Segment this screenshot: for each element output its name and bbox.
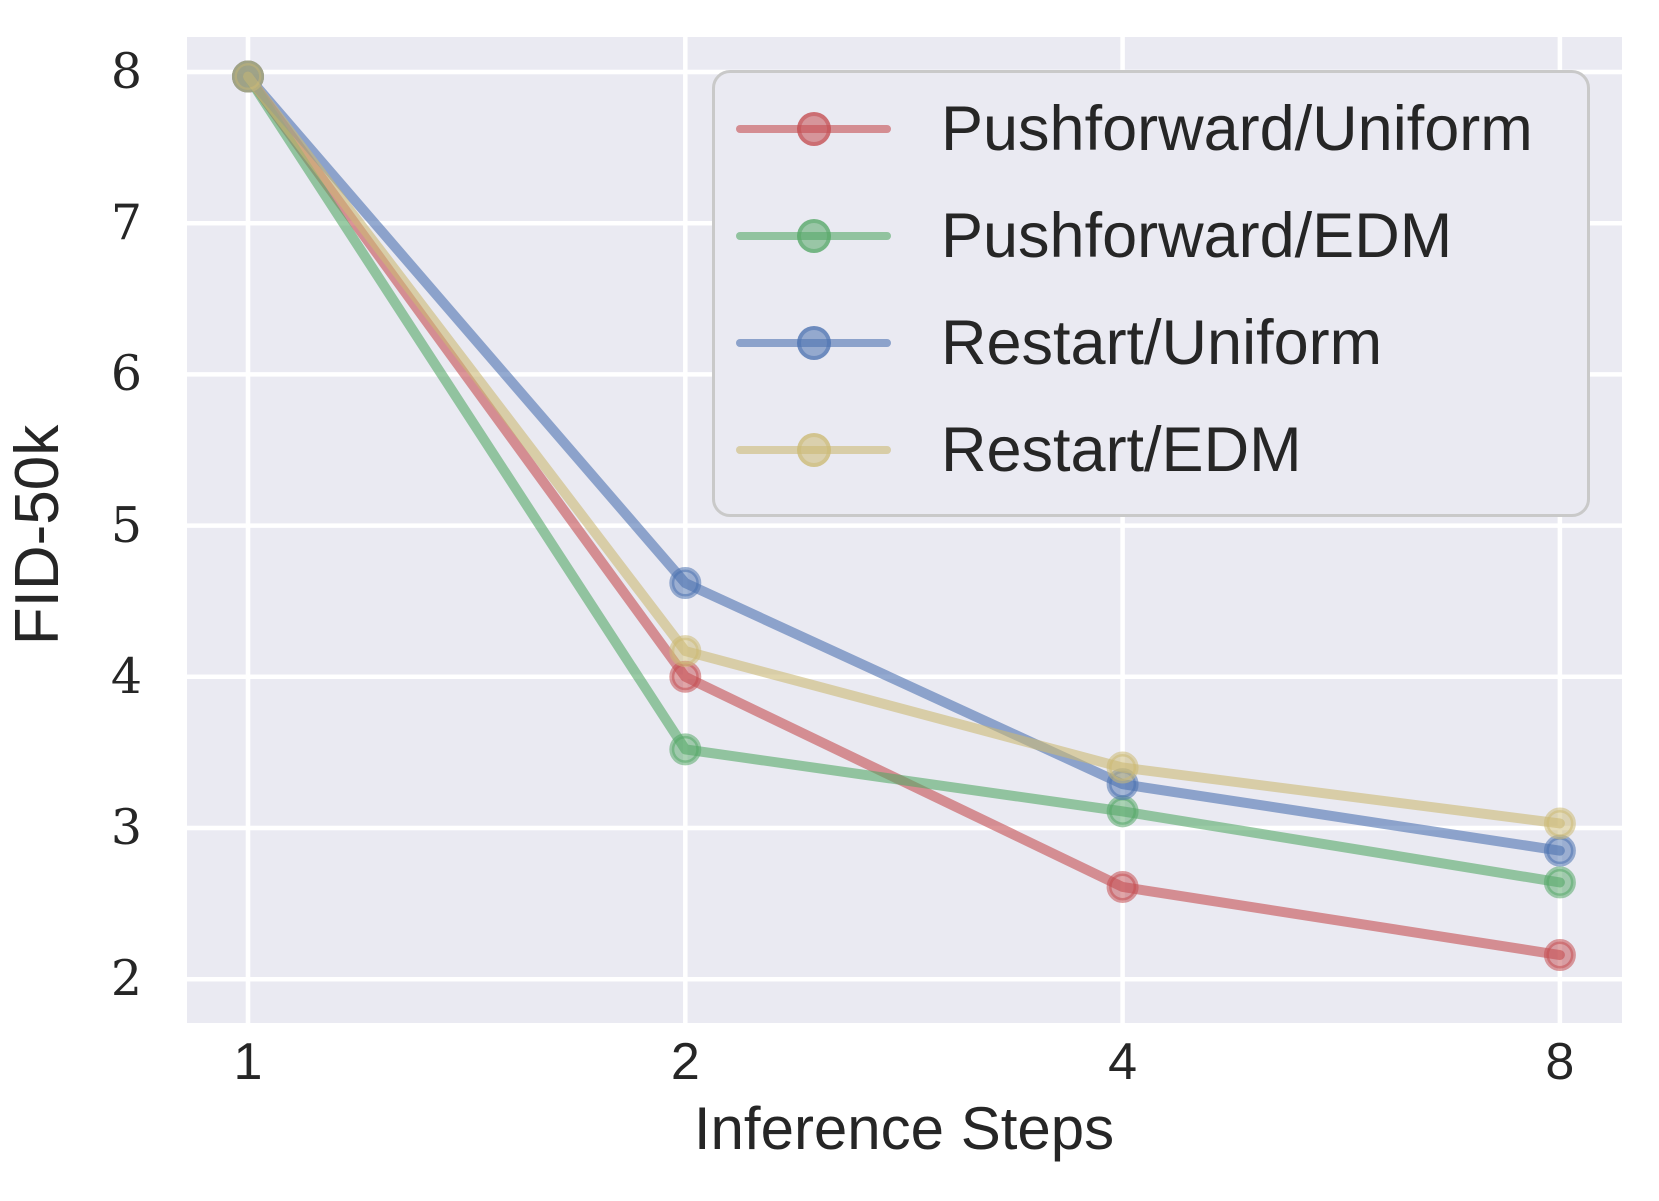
- data-point: [1106, 795, 1139, 828]
- legend-label: Restart/EDM: [941, 414, 1302, 485]
- y-tick-label: 8: [110, 43, 142, 100]
- legend-item: Pushforward/Uniform: [715, 75, 1587, 182]
- y-tick-label: 6: [110, 345, 142, 403]
- data-point: [1543, 807, 1576, 840]
- data-point: [669, 567, 702, 600]
- legend-label: Pushforward/Uniform: [941, 93, 1533, 164]
- y-tick-label: 7: [110, 194, 142, 252]
- x-tick-label: 2: [670, 1033, 700, 1091]
- legend: Pushforward/Uniform Pushforward/EDM Rest…: [712, 70, 1590, 517]
- legend-item: Restart/Uniform: [715, 289, 1587, 396]
- legend-label: Restart/Uniform: [941, 307, 1383, 378]
- data-point: [669, 733, 702, 766]
- y-tick-label: 2: [110, 950, 142, 1008]
- legend-item: Restart/EDM: [715, 396, 1587, 503]
- y-tick-label: 3: [110, 799, 142, 856]
- data-point: [232, 60, 264, 93]
- x-tick-label: 8: [1545, 1033, 1575, 1091]
- line-marker-icon: [736, 323, 891, 363]
- data-point: [1106, 751, 1139, 784]
- data-point: [1543, 866, 1576, 899]
- y-tick-label: 4: [110, 647, 142, 705]
- data-point: [1543, 834, 1576, 867]
- data-series: [232, 60, 1576, 972]
- line-marker-icon: [736, 109, 891, 149]
- data-point: [1543, 939, 1576, 972]
- data-point: [669, 660, 702, 693]
- x-tick-label: 4: [1108, 1033, 1138, 1091]
- data-point: [669, 635, 702, 668]
- line-marker-icon: [736, 430, 891, 470]
- y-tick-label: 5: [110, 496, 142, 554]
- data-point: [1106, 870, 1139, 903]
- x-tick-label: 1: [233, 1033, 263, 1091]
- line-marker-icon: [736, 216, 891, 256]
- legend-label: Pushforward/EDM: [941, 200, 1453, 271]
- x-axis-label: Inference Steps: [693, 1095, 1115, 1162]
- legend-item: Pushforward/EDM: [715, 182, 1587, 289]
